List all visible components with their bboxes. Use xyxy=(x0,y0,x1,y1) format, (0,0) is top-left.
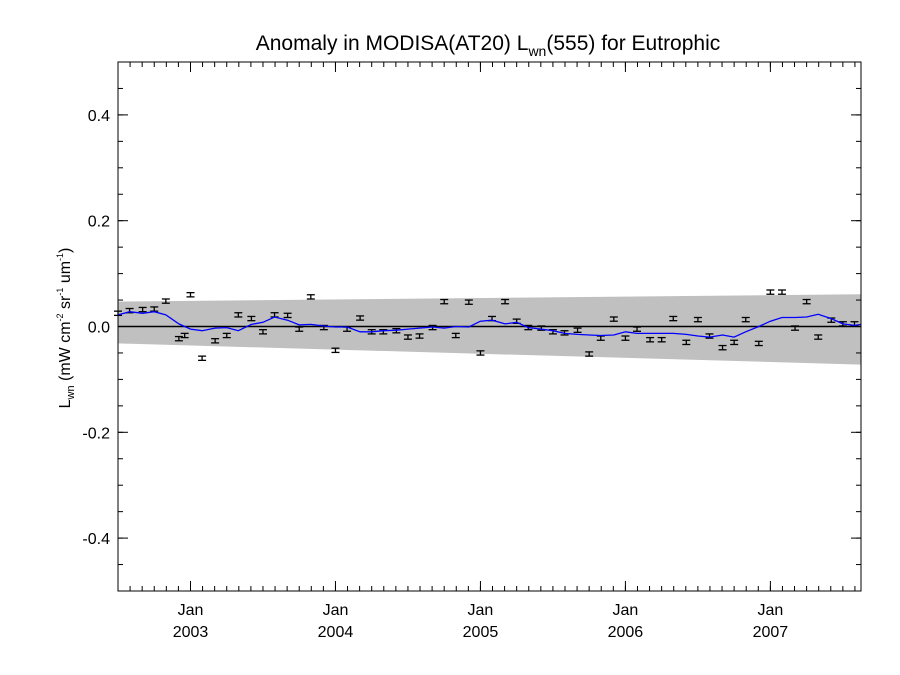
chart-title-subscript: wn xyxy=(527,43,546,59)
y-axis-label-sup3: -1 xyxy=(55,253,65,261)
y-axis-label-subscript: wn xyxy=(65,385,77,400)
anomaly-point xyxy=(234,312,243,318)
anomaly-point xyxy=(403,334,412,340)
chart-title: Anomaly in MODISA(AT20) Lwn(555) for Eut… xyxy=(256,32,721,59)
anomaly-point xyxy=(621,335,630,341)
anomaly-point xyxy=(180,332,189,339)
anomaly-point xyxy=(211,338,220,344)
y-axis-label-mid2: um xyxy=(57,261,74,288)
anomaly-point xyxy=(777,289,786,295)
anomaly-point xyxy=(573,327,582,333)
anomaly-point xyxy=(451,332,460,339)
y-axis-label-close: ) xyxy=(57,248,74,253)
anomaly-point xyxy=(741,316,750,323)
y-axis-label-units: (mW cm xyxy=(57,321,74,385)
anomaly-point xyxy=(693,316,702,323)
x-tick-month-label: Jan xyxy=(757,602,783,619)
y-axis-label-base: L xyxy=(57,399,74,408)
y-axis-label-sup1: -2 xyxy=(55,313,65,321)
y-tick-label: 0.0 xyxy=(88,320,110,337)
anomaly-point xyxy=(174,335,183,342)
anomaly-point xyxy=(295,326,304,332)
anomaly-point xyxy=(306,294,315,300)
x-tick-month-label: Jan xyxy=(468,602,494,619)
anomaly-point xyxy=(682,339,691,346)
y-tick-label: -0.4 xyxy=(82,531,110,548)
anomaly-point xyxy=(730,339,739,346)
anomaly-point xyxy=(161,298,170,304)
anomaly-point xyxy=(138,306,147,313)
anomaly-point xyxy=(464,299,473,305)
anomaly-point xyxy=(331,347,340,354)
anomaly-point xyxy=(802,298,811,305)
anomaly-point xyxy=(766,289,775,295)
anomaly-point xyxy=(609,316,618,322)
anomaly-point xyxy=(283,312,292,319)
x-tick-month-label: Jan xyxy=(323,602,349,619)
anomaly-point xyxy=(186,291,195,298)
anomaly-point xyxy=(247,315,256,322)
anomaly-point xyxy=(415,333,424,339)
x-tick-year-label: 2007 xyxy=(753,624,789,641)
smoothed-anomaly-line xyxy=(117,311,862,338)
axes-layer: 0.4 0.2 0.0 -0.2 -0.4 Jan 2003 Jan 2004 Jan 2005 Ja… xyxy=(82,61,862,641)
x-tick-year-label: 2006 xyxy=(608,624,644,641)
anomaly-point xyxy=(476,350,485,356)
y-tick-label: 0.2 xyxy=(88,214,110,231)
x-tick-month-label: Jan xyxy=(178,602,204,619)
anomaly-point xyxy=(356,315,365,321)
y-tick-label: -0.2 xyxy=(82,425,110,442)
y-axis-label-sup2: -1 xyxy=(55,288,65,296)
smoothed-line-layer xyxy=(117,311,862,338)
anomaly-point xyxy=(198,355,207,362)
anomaly-point xyxy=(754,340,763,347)
anomaly-point xyxy=(814,334,823,340)
anomaly-point xyxy=(633,326,642,332)
y-axis-label: Lwn (mW cm-2 sr-1 um-1) xyxy=(55,248,77,409)
chart-title-rest: (555) for Eutrophic xyxy=(546,32,720,55)
anomaly-point xyxy=(646,336,655,343)
anomaly-point xyxy=(222,332,231,339)
anomaly-point xyxy=(585,351,594,357)
confidence-band xyxy=(118,294,861,365)
anomaly-point xyxy=(501,298,510,305)
x-tick-year-label: 2005 xyxy=(463,624,499,641)
x-tick-year-label: 2003 xyxy=(173,624,209,641)
anomaly-point xyxy=(669,315,678,322)
anomaly-point xyxy=(718,344,727,351)
anomaly-point xyxy=(258,329,267,335)
confidence-band-layer xyxy=(118,294,861,365)
chart-title-main: Anomaly in MODISA(AT20) L xyxy=(256,32,529,55)
y-axis-label-mid1: sr xyxy=(57,295,74,313)
y-tick-label: 0.4 xyxy=(88,108,110,125)
anomaly-point xyxy=(657,336,666,343)
anomaly-point xyxy=(791,325,800,331)
anomaly-point xyxy=(440,298,449,305)
x-tick-month-label: Jan xyxy=(613,602,639,619)
x-tick-year-label: 2004 xyxy=(318,624,354,641)
